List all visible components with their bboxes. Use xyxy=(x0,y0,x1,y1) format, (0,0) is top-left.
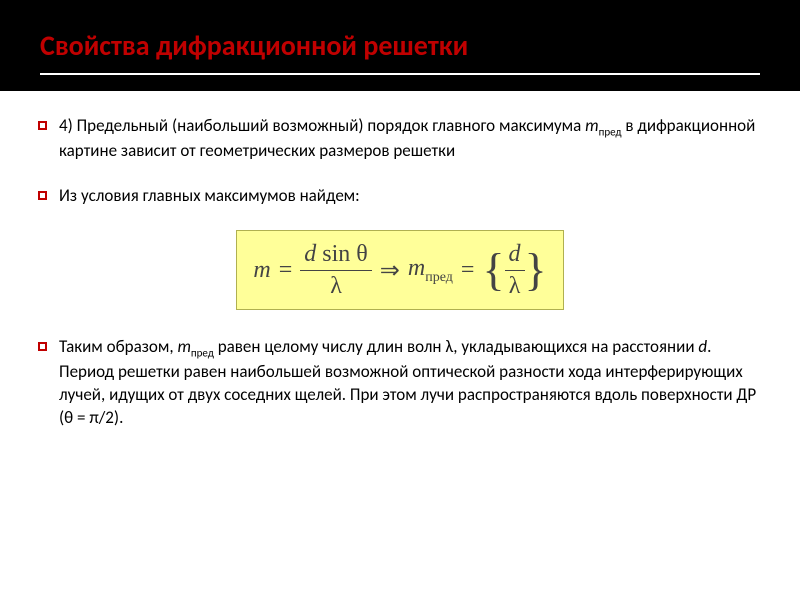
formula-den1: λ xyxy=(326,271,346,299)
slide-content: 4) Предельный (наибольший возможный) пор… xyxy=(0,91,800,476)
bullet-1-sub: пред xyxy=(599,125,622,138)
bullet-2: Из условия главных максимумов найдем: xyxy=(38,185,762,208)
bullet-1-m: m xyxy=(585,115,598,136)
formula-frac2: d λ xyxy=(505,241,525,299)
bullet-marker-icon xyxy=(38,342,47,351)
formula-den2: λ xyxy=(505,271,525,299)
bullet-1: 4) Предельный (наибольший возможный) пор… xyxy=(38,115,762,163)
bullet-3-text: Таким образом, mпред равен целому числу … xyxy=(59,336,762,430)
formula-eq1: = xyxy=(279,257,293,284)
formula-num1: d sin θ xyxy=(300,241,372,270)
formula-m2: mпред xyxy=(408,255,453,286)
formula-braces: { d λ } xyxy=(482,241,546,299)
bullet-3-sub: пред xyxy=(191,346,214,359)
formula-arrow: ⇒ xyxy=(380,256,400,285)
bullet-1-prefix: 4) Предельный (наибольший возможный) пор… xyxy=(59,115,585,136)
formula-container: m = d sin θ λ ⇒ mпред = { d λ } xyxy=(38,230,762,310)
bullet-3-m: m xyxy=(177,336,190,357)
formula-frac1: d sin θ λ xyxy=(300,241,372,299)
bullet-2-text: Из условия главных максимумов найдем: xyxy=(59,185,360,208)
formula-box: m = d sin θ λ ⇒ mпред = { d λ } xyxy=(236,230,563,310)
formula-m: m xyxy=(253,257,270,284)
formula-eq2: = xyxy=(461,257,475,284)
bullet-marker-icon xyxy=(38,191,47,200)
slide-title: Свойства дифракционной решетки xyxy=(40,28,760,63)
formula-num2: d xyxy=(505,241,525,270)
bullet-marker-icon xyxy=(38,121,47,130)
bullet-3-prefix: Таким образом, xyxy=(59,336,177,357)
bullet-3-d: d xyxy=(698,336,707,357)
slide-header: Свойства дифракционной решетки xyxy=(0,0,800,91)
bullet-3: Таким образом, mпред равен целому числу … xyxy=(38,336,762,430)
bullet-1-text: 4) Предельный (наибольший возможный) пор… xyxy=(59,115,762,163)
title-underline xyxy=(40,73,760,75)
bullet-3-suffix: равен целому числу длин волн λ, укладыва… xyxy=(214,336,698,357)
